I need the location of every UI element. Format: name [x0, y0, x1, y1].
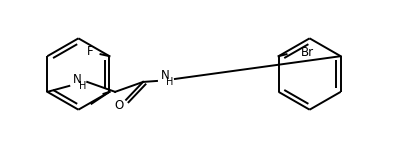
- Text: O: O: [115, 99, 124, 112]
- Text: H: H: [79, 81, 86, 91]
- Text: N: N: [160, 69, 169, 82]
- Text: N: N: [73, 73, 82, 87]
- Text: H: H: [166, 77, 174, 87]
- Text: F: F: [87, 45, 93, 58]
- Text: Br: Br: [300, 46, 314, 59]
